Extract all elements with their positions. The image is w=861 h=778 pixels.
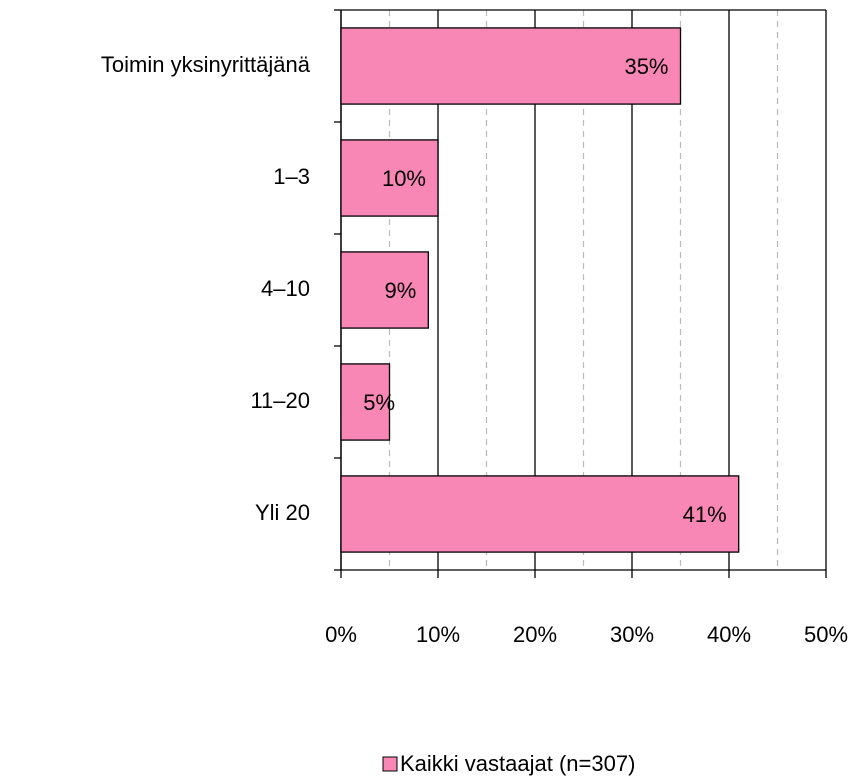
x-tick-label: 20% <box>513 622 557 647</box>
y-tick-label: Yli 20 <box>255 500 310 525</box>
x-tick-label: 40% <box>707 622 751 647</box>
data-label: 5% <box>363 390 395 415</box>
bar <box>340 251 429 329</box>
bar <box>340 475 740 553</box>
data-label: 9% <box>385 278 417 303</box>
y-tick-label: Toimin yksinyrittäjänä <box>101 52 311 77</box>
x-tick-label: 10% <box>416 622 460 647</box>
data-label: 10% <box>382 166 426 191</box>
legend-label: Kaikki vastaajat (n=307) <box>400 751 635 776</box>
y-tick-label: 1–3 <box>273 164 310 189</box>
y-tick-label: 11–20 <box>250 388 310 413</box>
data-label: 35% <box>624 54 668 79</box>
bar <box>340 139 439 217</box>
data-label: 41% <box>683 502 727 527</box>
bar <box>340 27 682 105</box>
legend-swatch <box>382 756 398 772</box>
x-tick-label: 30% <box>610 622 654 647</box>
bar <box>340 363 391 441</box>
x-tick-label: 50% <box>804 622 848 647</box>
y-tick-label: 4–10 <box>261 276 310 301</box>
x-tick-label: 0% <box>325 622 357 647</box>
